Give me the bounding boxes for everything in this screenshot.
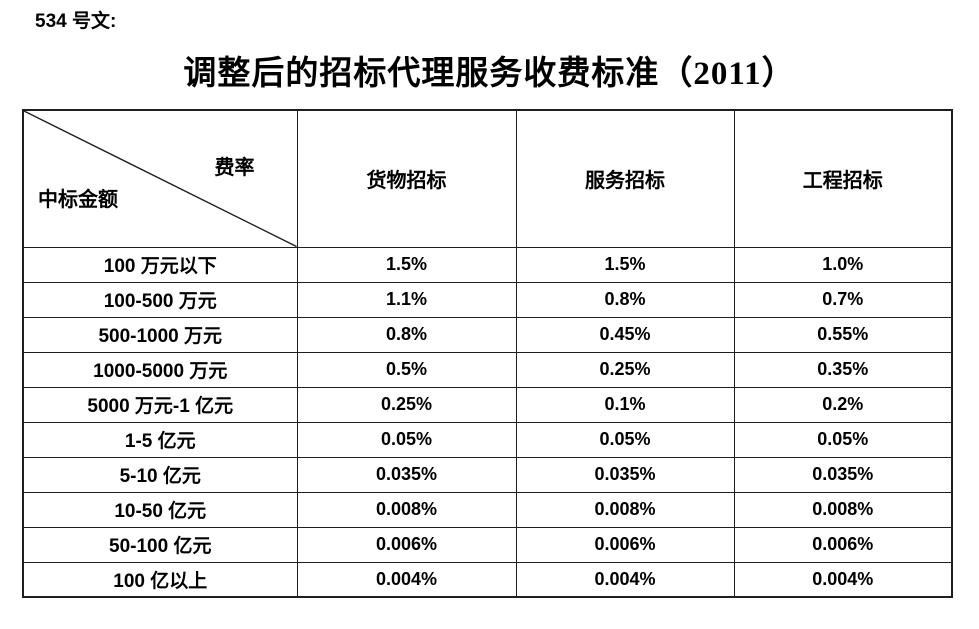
row-amount-label: 100-500 万元 (22, 281, 298, 318)
cell-service-rate: 0.004% (515, 561, 735, 598)
cell-engineering-rate: 1.0% (733, 246, 953, 283)
cell-engineering-rate: 0.008% (733, 491, 953, 528)
cell-service-rate: 0.1% (515, 386, 735, 423)
table-row: 500-1000 万元 0.8% 0.45% 0.55% (22, 316, 953, 353)
cell-service-rate: 0.25% (515, 351, 735, 388)
cell-engineering-rate: 0.05% (733, 421, 953, 458)
row-amount-label: 5-10 亿元 (22, 456, 298, 493)
cell-service-rate: 0.035% (515, 456, 735, 493)
diagonal-header-cell: 费率 中标金额 (22, 109, 298, 248)
cell-engineering-rate: 0.035% (733, 456, 953, 493)
cell-goods-rate: 0.006% (296, 526, 517, 563)
row-amount-label: 50-100 亿元 (22, 526, 298, 563)
column-header-service: 服务招标 (515, 109, 735, 248)
table-row: 50-100 亿元 0.006% 0.006% 0.006% (22, 526, 953, 563)
row-amount-label: 1-5 亿元 (22, 421, 298, 458)
table-row: 10-50 亿元 0.008% 0.008% 0.008% (22, 491, 953, 528)
cell-service-rate: 0.006% (515, 526, 735, 563)
cell-service-rate: 1.5% (515, 246, 735, 283)
cell-goods-rate: 0.8% (296, 316, 517, 353)
cell-goods-rate: 0.05% (296, 421, 517, 458)
cell-goods-rate: 0.035% (296, 456, 517, 493)
cell-goods-rate: 0.004% (296, 561, 517, 598)
cell-goods-rate: 0.008% (296, 491, 517, 528)
cell-engineering-rate: 0.2% (733, 386, 953, 423)
cell-engineering-rate: 0.004% (733, 561, 953, 598)
table-row: 100 万元以下 1.5% 1.5% 1.0% (22, 246, 953, 283)
cell-engineering-rate: 0.35% (733, 351, 953, 388)
cell-engineering-rate: 0.7% (733, 281, 953, 318)
table-row: 1-5 亿元 0.05% 0.05% 0.05% (22, 421, 953, 458)
cell-engineering-rate: 0.006% (733, 526, 953, 563)
header-row: 费率 中标金额 货物招标 服务招标 工程招标 (22, 109, 953, 248)
cell-goods-rate: 1.5% (296, 246, 517, 283)
cell-service-rate: 0.8% (515, 281, 735, 318)
row-amount-label: 100 亿以上 (22, 561, 298, 598)
table-row: 5-10 亿元 0.035% 0.035% 0.035% (22, 456, 953, 493)
cell-goods-rate: 1.1% (296, 281, 517, 318)
row-amount-label: 1000-5000 万元 (22, 351, 298, 388)
cell-service-rate: 0.05% (515, 421, 735, 458)
fee-table: 费率 中标金额 货物招标 服务招标 工程招标 100 万元以下 1.5% 1.5… (22, 109, 953, 598)
page-title: 调整后的招标代理服务收费标准（2011） (183, 56, 796, 92)
doc-ref-label: 534 号文: (35, 11, 117, 32)
table-row: 5000 万元-1 亿元 0.25% 0.1% 0.2% (22, 386, 953, 423)
row-amount-label: 100 万元以下 (22, 246, 298, 283)
diagonal-line (24, 111, 297, 247)
cell-service-rate: 0.008% (515, 491, 735, 528)
cell-goods-rate: 0.25% (296, 386, 517, 423)
fee-rate-label: 费率 (214, 157, 255, 179)
row-amount-label: 10-50 亿元 (22, 491, 298, 528)
table-row: 100-500 万元 1.1% 0.8% 0.7% (22, 281, 953, 318)
cell-engineering-rate: 0.55% (733, 316, 953, 353)
cell-service-rate: 0.45% (515, 316, 735, 353)
bid-amount-label: 中标金额 (38, 189, 118, 211)
table-row: 1000-5000 万元 0.5% 0.25% 0.35% (22, 351, 953, 388)
table-row: 100 亿以上 0.004% 0.004% 0.004% (22, 561, 953, 598)
column-header-engineering: 工程招标 (733, 109, 953, 248)
column-header-goods: 货物招标 (296, 109, 517, 248)
row-amount-label: 500-1000 万元 (22, 316, 298, 353)
row-amount-label: 5000 万元-1 亿元 (22, 386, 298, 423)
cell-goods-rate: 0.5% (296, 351, 517, 388)
